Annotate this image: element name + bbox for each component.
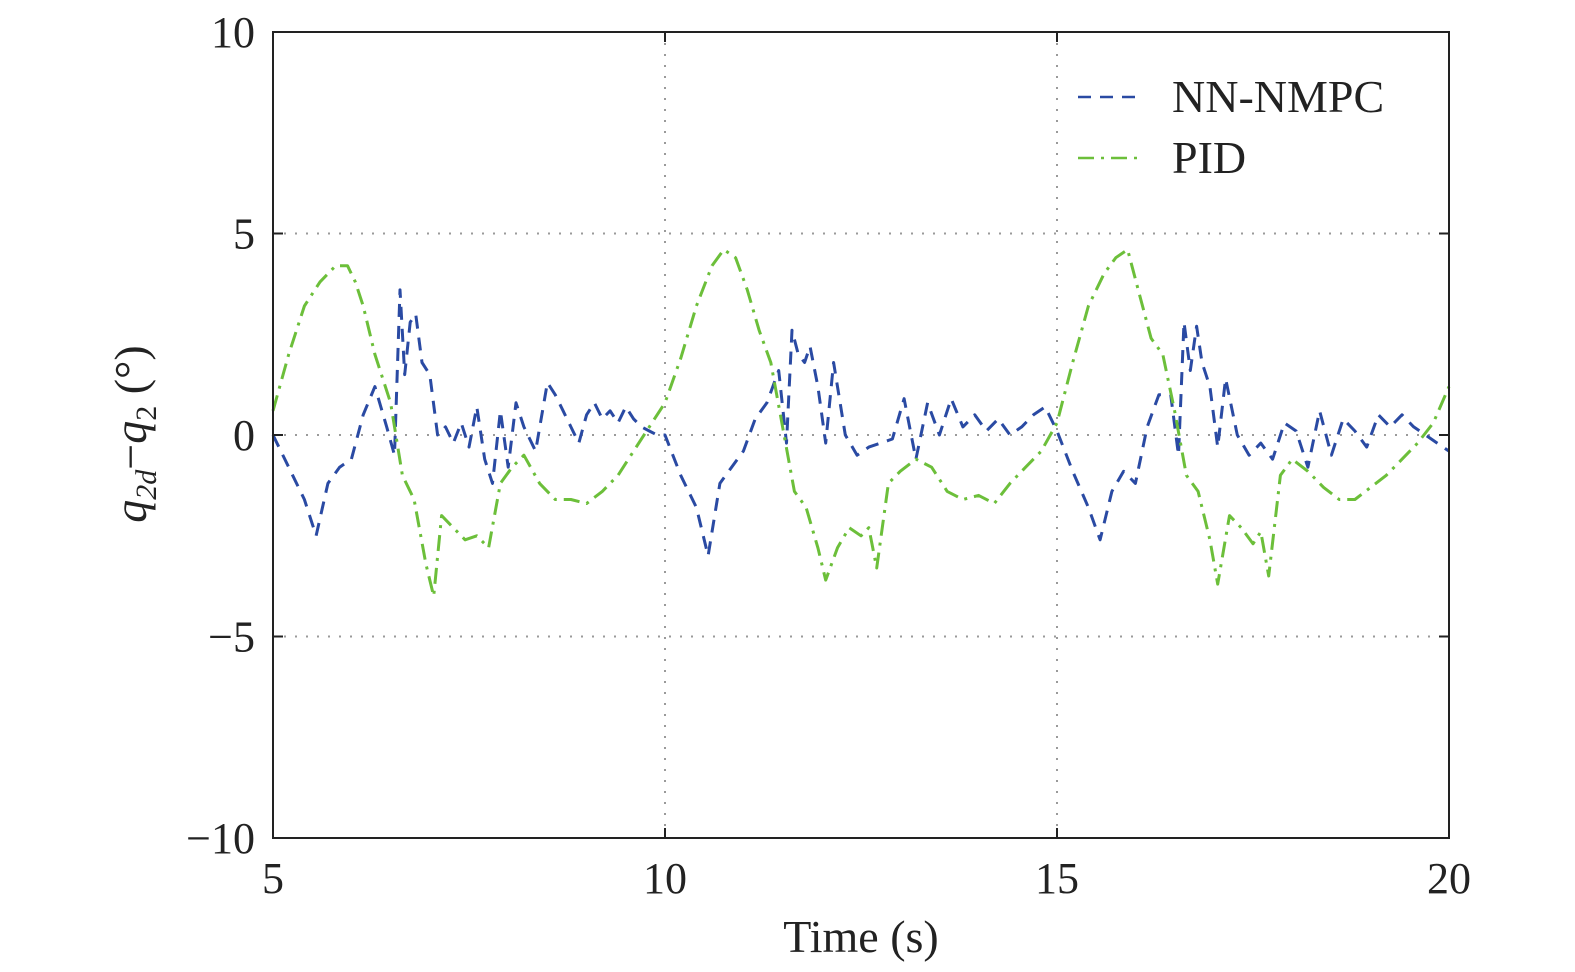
- x-tick-label: 5: [262, 854, 284, 903]
- y-label-sub2: 2: [130, 406, 163, 421]
- y-label-q2: q: [105, 421, 156, 444]
- y-tick-label: −5: [208, 613, 255, 662]
- y-label-sub1: 2d: [130, 469, 163, 500]
- y-tick-labels: 10 5 0 −5 −10: [186, 8, 255, 863]
- y-label-unit: (°): [105, 345, 156, 406]
- series-line-nn-nmpc: [271, 288, 1450, 558]
- legend-label-nn-nmpc: NN-NMPC: [1172, 71, 1384, 122]
- y-axis-label: q2d−q2 (°): [105, 345, 163, 523]
- y-label-minus: −: [105, 444, 156, 470]
- y-label-q1: q: [105, 500, 156, 523]
- y-tick-label: −10: [186, 814, 255, 863]
- series-line-pid: [271, 248, 1451, 598]
- y-tick-label: 5: [233, 210, 255, 259]
- axis-ticks: [272, 31, 1450, 839]
- legend-label-pid: PID: [1172, 132, 1246, 183]
- x-tick-label: 15: [1035, 854, 1079, 903]
- y-tick-label: 10: [211, 8, 255, 57]
- grid-lines: [273, 32, 1449, 838]
- legend: NN-NMPC PID: [1078, 71, 1384, 183]
- x-tick-label: 10: [643, 854, 687, 903]
- series-layer: [271, 248, 1451, 598]
- x-axis-label: Time (s): [783, 911, 939, 962]
- y-tick-label: 0: [233, 411, 255, 460]
- x-tick-label: 20: [1427, 854, 1471, 903]
- x-tick-labels: 5 10 15 20: [262, 854, 1471, 903]
